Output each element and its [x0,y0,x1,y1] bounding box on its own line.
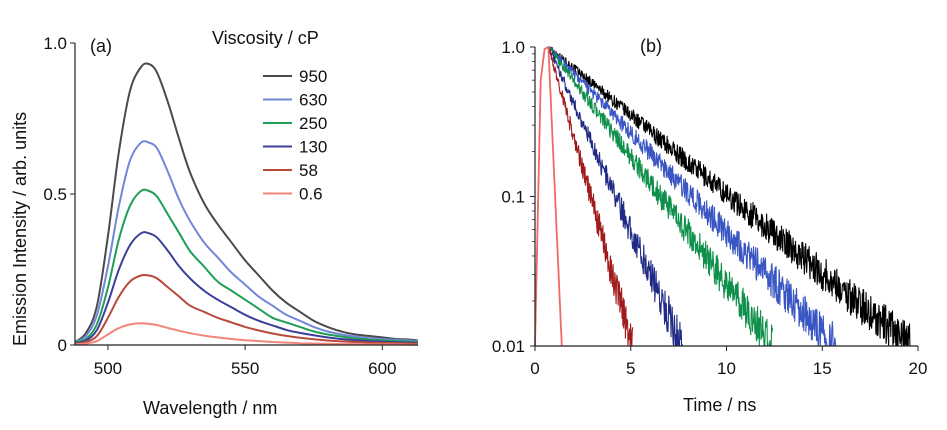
panel-b-series-group [534,46,911,347]
panel-a-y-tick-label: 0 [58,336,67,355]
panel-a-series-group [74,62,419,346]
panel-b-x-tick-label: 10 [717,359,736,378]
panel-b-x-tick-label: 20 [909,359,928,378]
panel-b-decays: 0 5 10 15 20 0.01 0.1 1.0 (b) Time / ns [492,36,928,415]
panel-a-label: (a) [90,36,112,56]
legend-label-0-6: 0.6 [299,185,323,204]
panel-b-x-axis-label: Time / ns [683,395,756,415]
panel-b-y-tick-label: 0.01 [492,337,525,356]
legend-label-58: 58 [299,161,318,180]
legend-label-250: 250 [299,114,327,133]
panel-a-tick-labels: 500 550 600 0 0.5 1.0 [43,34,396,378]
panel-a-x-tick-label: 500 [94,359,122,378]
panel-b-x-tick-label: 0 [530,359,539,378]
panel-a-y-tick-label: 1.0 [43,34,67,53]
panel-b-label: (b) [640,36,662,56]
decay-trace-130 [534,46,684,347]
decay-trace-630 [534,46,837,347]
panel-b-tick-labels: 0 5 10 15 20 0.01 0.1 1.0 [492,38,928,378]
panel-a-y-tick-label: 0.5 [43,185,67,204]
panel-a-legend: 950 630 250 130 58 0.6 [263,67,327,204]
spectrum-line-630 [74,140,419,343]
spectrum-line-950 [74,62,419,343]
panel-a-spectra: 500 550 600 0 0.5 1.0 (a) Viscosity / cP 950 6… [10,28,419,418]
panel-b-y-tick-label: 0.1 [501,188,525,207]
panel-b-x-tick-label: 5 [626,359,635,378]
spectrum-line-250 [74,188,419,343]
legend-label-950: 950 [299,67,327,86]
spectrum-line-58 [74,273,418,346]
legend-label-130: 130 [299,138,327,157]
decay-trace-58 [534,46,634,347]
decay-trace-250 [534,46,774,347]
spectrum-line-0-6 [74,322,418,346]
panel-b-y-tick-label: 1.0 [501,38,525,57]
panel-b-x-tick-label: 15 [813,359,832,378]
spectrum-line-130 [74,231,419,345]
decay-trace-0-6 [534,46,563,347]
panel-a-x-tick-label: 600 [368,359,396,378]
legend-label-630: 630 [299,91,327,110]
panel-a-legend-title: Viscosity / cP [212,28,319,48]
decay-trace-950 [534,46,911,347]
panel-a-y-axis-label: Emission Intensity / arb. units [10,112,30,346]
panel-a-x-axis-label: Wavelength / nm [143,398,277,418]
panel-a-x-tick-label: 550 [231,359,259,378]
